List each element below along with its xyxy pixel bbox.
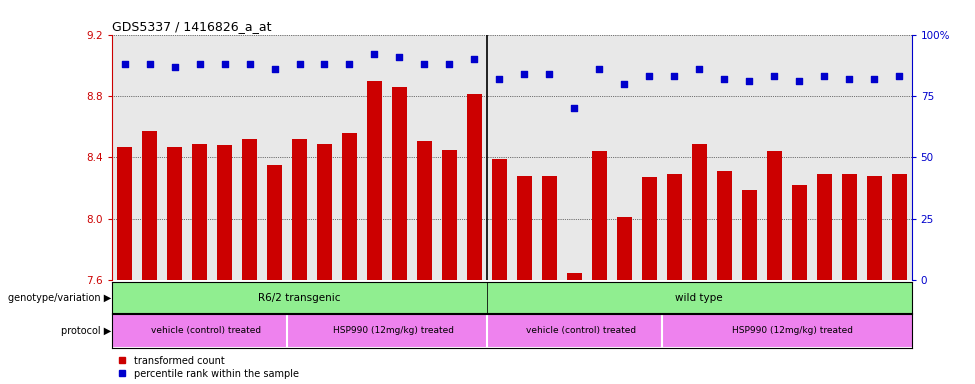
- Point: [642, 73, 657, 79]
- Point: [691, 66, 707, 72]
- Bar: [442, 150, 457, 280]
- Bar: [192, 144, 207, 280]
- Point: [292, 61, 307, 67]
- Legend: transformed count, percentile rank within the sample: transformed count, percentile rank withi…: [117, 356, 299, 379]
- Bar: [766, 151, 782, 280]
- Point: [242, 61, 257, 67]
- Bar: [112, 282, 487, 313]
- Bar: [267, 165, 282, 280]
- Point: [616, 81, 632, 87]
- Point: [216, 61, 232, 67]
- Bar: [817, 174, 832, 280]
- Bar: [112, 314, 299, 348]
- Point: [442, 61, 457, 67]
- Bar: [717, 171, 731, 280]
- Bar: [167, 147, 182, 280]
- Point: [392, 54, 408, 60]
- Bar: [367, 81, 382, 280]
- Bar: [487, 314, 675, 348]
- Point: [717, 76, 732, 82]
- Point: [792, 78, 807, 84]
- Text: vehicle (control) treated: vehicle (control) treated: [151, 326, 261, 335]
- Bar: [417, 141, 432, 280]
- Bar: [487, 282, 912, 313]
- Point: [341, 61, 357, 67]
- Bar: [642, 177, 657, 280]
- Point: [766, 73, 782, 79]
- Bar: [317, 144, 332, 280]
- Bar: [292, 139, 307, 280]
- Point: [167, 63, 182, 70]
- Bar: [242, 139, 257, 280]
- Point: [267, 66, 283, 72]
- Point: [592, 66, 607, 72]
- Bar: [592, 151, 606, 280]
- Bar: [891, 174, 907, 280]
- Text: protocol ▶: protocol ▶: [61, 326, 111, 336]
- Bar: [542, 176, 557, 280]
- Bar: [342, 133, 357, 280]
- Point: [867, 76, 882, 82]
- Point: [816, 73, 832, 79]
- Bar: [467, 94, 482, 280]
- Bar: [662, 314, 924, 348]
- Point: [741, 78, 757, 84]
- Point: [891, 73, 907, 79]
- Point: [317, 61, 332, 67]
- Bar: [217, 145, 232, 280]
- Point: [141, 61, 157, 67]
- Point: [517, 71, 532, 77]
- Bar: [841, 174, 857, 280]
- Bar: [691, 144, 707, 280]
- Point: [566, 105, 582, 111]
- Bar: [566, 273, 582, 280]
- Bar: [617, 217, 632, 280]
- Bar: [667, 174, 682, 280]
- Text: R6/2 transgenic: R6/2 transgenic: [258, 293, 340, 303]
- Point: [467, 56, 483, 62]
- Bar: [117, 147, 133, 280]
- Bar: [792, 185, 806, 280]
- Text: GDS5337 / 1416826_a_at: GDS5337 / 1416826_a_at: [112, 20, 272, 33]
- Point: [841, 76, 857, 82]
- Text: wild type: wild type: [676, 293, 723, 303]
- Point: [541, 71, 557, 77]
- Bar: [517, 176, 532, 280]
- Bar: [142, 131, 157, 280]
- Text: HSP990 (12mg/kg) treated: HSP990 (12mg/kg) treated: [332, 326, 453, 335]
- Bar: [287, 314, 499, 348]
- Text: HSP990 (12mg/kg) treated: HSP990 (12mg/kg) treated: [732, 326, 853, 335]
- Bar: [491, 159, 507, 280]
- Point: [416, 61, 432, 67]
- Point: [192, 61, 208, 67]
- Point: [491, 76, 507, 82]
- Point: [117, 61, 133, 67]
- Text: genotype/variation ▶: genotype/variation ▶: [9, 293, 111, 303]
- Text: vehicle (control) treated: vehicle (control) treated: [526, 326, 636, 335]
- Bar: [392, 87, 407, 280]
- Point: [367, 51, 382, 57]
- Bar: [867, 176, 881, 280]
- Bar: [742, 190, 757, 280]
- Point: [667, 73, 682, 79]
